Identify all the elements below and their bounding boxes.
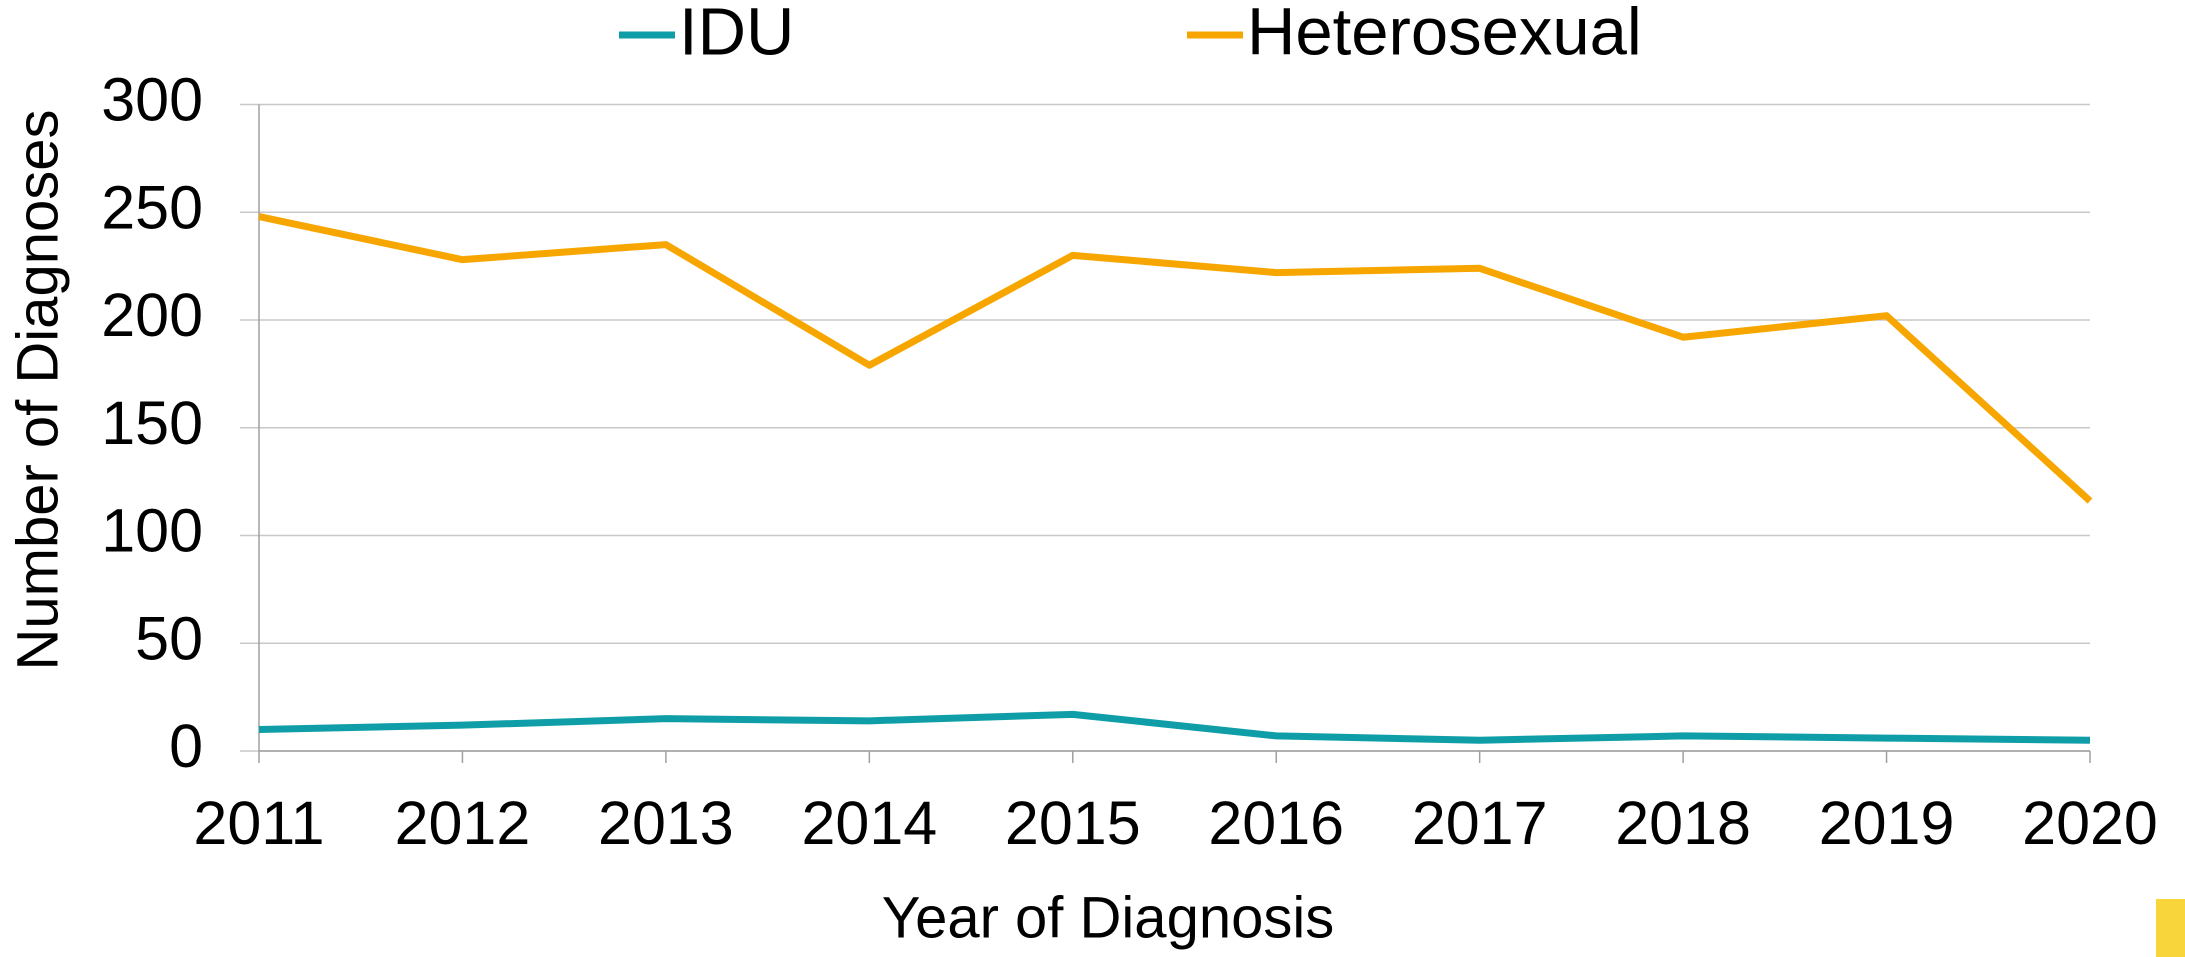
series-line [258, 710, 2091, 744]
x-tick-label: 2015 [1005, 789, 1141, 857]
x-tick-label: 2014 [801, 789, 937, 857]
x-tick-label: 2013 [598, 789, 734, 857]
y-tick-label: 250 [101, 173, 203, 241]
legend-label: IDU [679, 0, 794, 70]
y-tick-label: 0 [169, 712, 203, 780]
y-tick-label: 300 [101, 66, 203, 134]
x-tick-label: 2011 [193, 789, 324, 857]
y-tick-label: 150 [101, 389, 203, 457]
legend-label: Heterosexual [1247, 0, 1642, 70]
y-tick-label: 50 [135, 604, 203, 672]
y-tick-label: 100 [101, 497, 203, 565]
corner-decoration [2156, 899, 2185, 957]
x-tick-label: 2012 [395, 789, 531, 857]
y-tick-label: 200 [101, 281, 203, 349]
x-axis-title: Year of Diagnosis [882, 885, 1334, 950]
x-tick-label: 2019 [1819, 789, 1955, 857]
x-tick-label: 2016 [1208, 789, 1344, 857]
x-tick-label: 2020 [2022, 789, 2158, 857]
x-tick-label: 2017 [1412, 789, 1548, 857]
y-axis-title: Number of Diagnoses [5, 110, 70, 671]
x-tick-label: 2018 [1615, 789, 1751, 857]
series-line [258, 213, 2093, 504]
